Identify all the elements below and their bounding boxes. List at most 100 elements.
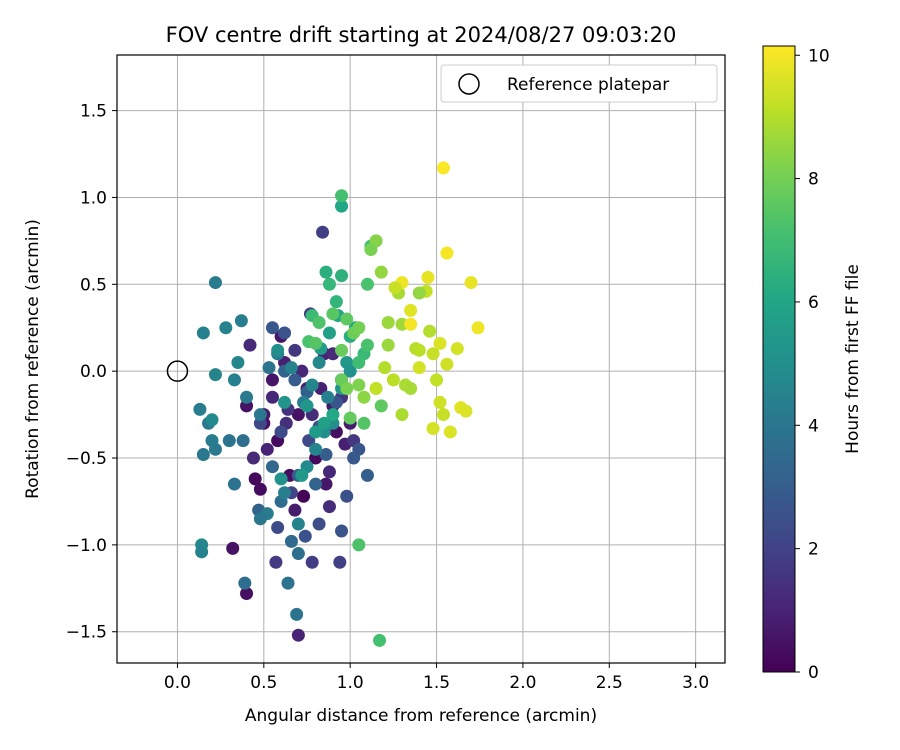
data-point [352, 321, 366, 335]
data-point [340, 312, 354, 326]
data-point [226, 541, 240, 555]
y-tick-label: 1.5 [80, 102, 107, 122]
data-point [253, 408, 267, 422]
colorbar-tick-label: 8 [808, 170, 819, 190]
legend-box [440, 64, 718, 103]
data-point [298, 529, 312, 543]
data-point [322, 465, 336, 479]
x-tick-label: 1.5 [423, 673, 450, 693]
data-point [436, 408, 450, 422]
data-point [343, 411, 357, 425]
data-point [248, 472, 262, 486]
data-point [440, 357, 454, 371]
colorbar-ticks: 0 2 4 6 8 10 [795, 46, 830, 683]
plot-frame [116, 54, 726, 664]
data-point [423, 324, 437, 338]
data-point [322, 500, 336, 514]
data-point [278, 326, 292, 340]
data-point [290, 607, 304, 621]
data-point [196, 448, 210, 462]
data-point [274, 472, 288, 486]
data-point [440, 246, 454, 260]
data-point [364, 243, 378, 257]
data-point [260, 442, 274, 456]
y-tick-label: 0.0 [80, 362, 107, 382]
data-point [333, 555, 347, 569]
data-point [278, 486, 292, 500]
data-point [240, 587, 254, 601]
data-point [404, 303, 418, 317]
data-point [195, 545, 209, 559]
data-point [319, 477, 333, 491]
data-point [288, 503, 302, 517]
data-point [312, 355, 326, 369]
colorbar-tick-label: 6 [808, 293, 819, 313]
data-point [436, 161, 450, 175]
data-point [246, 451, 260, 465]
data-point [326, 307, 340, 321]
data-point [412, 343, 426, 357]
data-point [433, 336, 447, 350]
data-point [219, 321, 233, 335]
data-point [340, 382, 354, 396]
y-axis-ticks: 1.5 1.0 0.5 0.0 −0.5 −1.0 −1.5 [66, 102, 117, 643]
y-axis-label: Rotation from reference (arcmin) [23, 219, 43, 499]
data-point [278, 395, 292, 409]
data-point [369, 382, 383, 396]
data-point [243, 338, 257, 352]
data-point [281, 576, 295, 590]
data-point [193, 402, 207, 416]
colorbar-tick-label: 4 [808, 416, 819, 436]
data-point [459, 404, 473, 418]
x-axis-ticks: 0.0 0.5 1.0 1.5 2.0 2.5 3.0 [164, 663, 709, 693]
data-point [265, 390, 279, 404]
data-point [205, 413, 219, 427]
colorbar-gradient [762, 45, 796, 673]
data-point [374, 399, 388, 413]
data-point [309, 336, 323, 350]
data-point [312, 517, 326, 531]
data-point [312, 316, 326, 330]
data-point [265, 321, 279, 335]
data-point [360, 468, 374, 482]
data-point [288, 373, 302, 387]
data-point [404, 317, 418, 331]
data-point [238, 576, 252, 590]
data-point [291, 547, 305, 561]
data-point [317, 416, 331, 430]
data-point [319, 265, 333, 279]
x-tick-label: 1.0 [337, 673, 364, 693]
x-tick-label: 2.0 [509, 673, 536, 693]
data-point [253, 482, 267, 496]
data-point [335, 343, 349, 357]
data-point [295, 364, 309, 378]
data-point [295, 468, 309, 482]
data-point [335, 189, 349, 203]
legend-marker-icon [458, 73, 480, 95]
data-point [305, 555, 319, 569]
data-point [297, 489, 311, 503]
x-tick-label: 0.0 [164, 673, 191, 693]
data-point [329, 295, 343, 309]
data-point [321, 390, 335, 404]
data-point [227, 477, 241, 491]
data-point [378, 361, 392, 375]
x-tick-label: 3.0 [682, 673, 709, 693]
data-point [302, 434, 316, 448]
colorbar-tick-label: 2 [808, 540, 819, 560]
data-point [388, 281, 402, 295]
data-point [426, 421, 440, 435]
data-point [322, 277, 336, 291]
y-tick-label: −0.5 [66, 449, 107, 469]
data-point [326, 408, 340, 422]
data-point [309, 442, 323, 456]
data-point [291, 628, 305, 642]
data-point [386, 373, 400, 387]
data-point [352, 538, 366, 552]
data-point [395, 408, 409, 422]
data-point [274, 425, 288, 439]
data-point [305, 378, 319, 392]
